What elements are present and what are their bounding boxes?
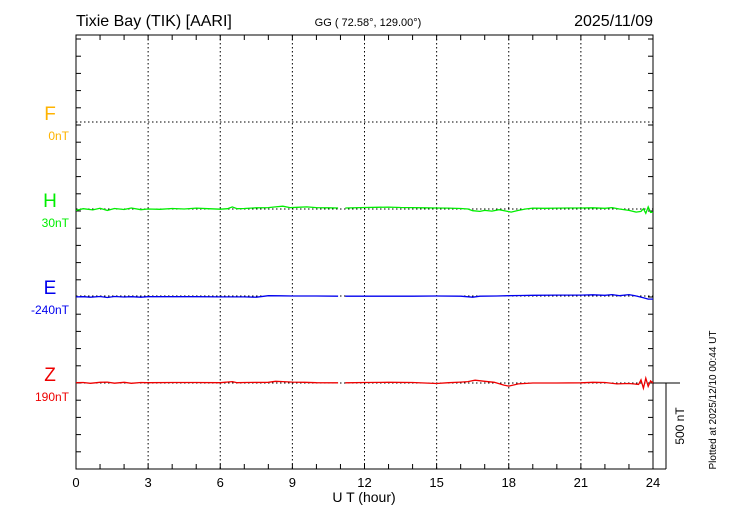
plotted-note: Plotted at 2025/12/10 00:44 UT xyxy=(708,331,719,470)
scale-bar-label: 500 nT xyxy=(673,407,687,445)
date-label: 2025/11/09 xyxy=(574,13,653,30)
series-label-f: F xyxy=(44,104,56,125)
chart-title: Tixie Bay (TIK) [AARI] xyxy=(76,13,232,30)
x-tick-label: 3 xyxy=(145,475,152,490)
series-label-z: Z xyxy=(44,365,56,386)
x-tick-label: 24 xyxy=(646,475,660,490)
scale-bar: 500 nT xyxy=(653,382,687,470)
x-tick-label: 18 xyxy=(502,475,516,490)
x-tick-label: 15 xyxy=(429,475,443,490)
baseline-value-z: 190nT xyxy=(35,390,70,404)
series-label-h: H xyxy=(43,191,57,212)
x-tick-label: 21 xyxy=(574,475,588,490)
x-tick-label: 6 xyxy=(217,475,224,490)
series-line-z xyxy=(75,380,339,384)
grid xyxy=(76,35,653,469)
x-tick-label: 0 xyxy=(72,475,79,490)
x-axis-label: U T (hour) xyxy=(332,489,395,505)
baseline-value-f: 0nT xyxy=(48,129,69,143)
series-labels: 0 3 6 9 12 15 18 21 24 F 0nT H 30nT E -240nT Z 190nT xyxy=(31,104,660,490)
baseline-value-h: 30nT xyxy=(42,216,70,230)
series-line-e xyxy=(345,293,653,300)
series-line-z xyxy=(345,375,654,391)
x-tick-label: 9 xyxy=(289,475,296,490)
series-line-h xyxy=(345,205,654,215)
series-label-e: E xyxy=(44,278,57,299)
series-line-h xyxy=(75,205,339,212)
series-line-e xyxy=(75,295,339,299)
coordinates-label: GG ( 72.58°, 129.00°) xyxy=(315,17,422,29)
axis-ticks xyxy=(76,35,653,470)
x-tick-label: 12 xyxy=(357,475,371,490)
series-group xyxy=(75,205,654,391)
baseline-value-e: -240nT xyxy=(31,303,70,317)
